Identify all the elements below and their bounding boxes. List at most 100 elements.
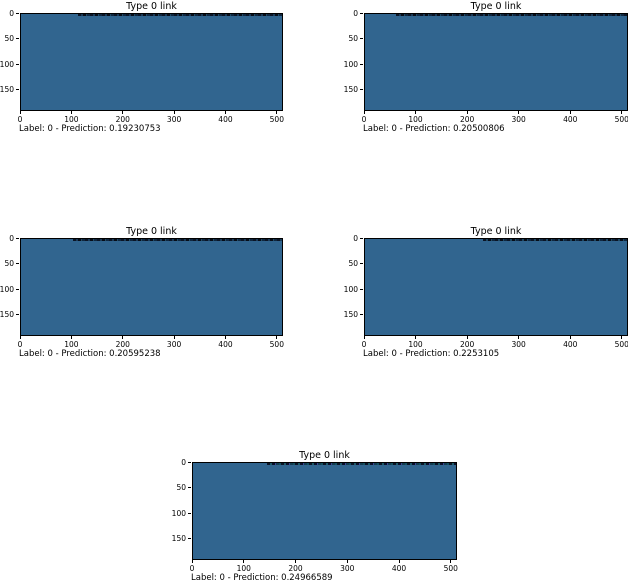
heatmap-top-noise-band xyxy=(482,239,627,241)
label-prediction-text: Label: 0 - Prediction: 0.24966589 xyxy=(191,573,333,583)
x-tick-mark xyxy=(363,111,365,114)
x-tick-mark xyxy=(224,111,226,114)
y-tick-mark xyxy=(360,263,363,265)
y-tick-label: 100 xyxy=(0,284,14,294)
y-tick-mark xyxy=(16,12,19,14)
x-tick-mark xyxy=(415,336,417,339)
x-tick-label: 200 xyxy=(459,114,475,124)
x-tick-mark xyxy=(569,111,571,114)
x-tick-mark xyxy=(70,336,72,339)
x-tick-mark xyxy=(415,111,417,114)
x-tick-label: 500 xyxy=(443,563,458,573)
y-tick-label: 100 xyxy=(343,284,358,294)
y-tick-mark xyxy=(16,263,19,265)
y-tick-label: 0 xyxy=(353,233,358,243)
x-tick-label: 400 xyxy=(563,114,578,124)
x-tick-label: 0 xyxy=(17,339,23,349)
y-tick-mark xyxy=(16,237,19,239)
y-tick-label: 150 xyxy=(343,310,358,320)
y-tick-mark xyxy=(360,237,363,239)
x-tick-label: 0 xyxy=(189,563,195,573)
x-tick-label: 500 xyxy=(269,114,284,124)
heatmap-top-noise-band xyxy=(266,463,456,465)
x-tick-mark xyxy=(295,560,297,563)
subplot-title: Type 0 link xyxy=(126,1,177,12)
x-tick-mark xyxy=(122,336,124,339)
x-tick-mark xyxy=(363,336,365,339)
x-tick-label: 400 xyxy=(218,339,233,349)
y-tick-label: 50 xyxy=(4,34,14,44)
x-tick-mark xyxy=(276,336,278,339)
x-tick-mark xyxy=(466,336,468,339)
y-tick-mark xyxy=(16,314,19,316)
x-tick-label: 500 xyxy=(614,339,628,349)
x-tick-label: 300 xyxy=(511,114,526,124)
subplot-title: Type 0 link xyxy=(470,1,522,12)
x-tick-label: 300 xyxy=(166,339,182,349)
y-tick-label: 50 xyxy=(4,259,14,269)
heatmap-image xyxy=(20,13,283,111)
x-tick-mark xyxy=(450,560,452,563)
y-tick-label: 150 xyxy=(343,85,358,95)
x-tick-mark xyxy=(19,111,21,114)
y-tick-label: 0 xyxy=(9,233,14,243)
subplot-title: Type 0 link xyxy=(470,226,522,237)
x-tick-mark xyxy=(398,560,400,563)
y-tick-mark xyxy=(360,89,363,91)
subplot-title: Type 0 link xyxy=(299,450,350,461)
y-tick-mark xyxy=(188,461,191,463)
y-tick-mark xyxy=(360,314,363,316)
heatmap-image xyxy=(364,238,628,336)
heatmap-top-noise-band xyxy=(78,14,282,16)
y-tick-label: 50 xyxy=(348,34,358,44)
x-tick-label: 300 xyxy=(166,114,182,124)
x-tick-mark xyxy=(191,560,193,563)
heatmap-image xyxy=(192,462,457,560)
x-tick-label: 100 xyxy=(64,114,79,124)
heatmap-image xyxy=(20,238,283,336)
y-tick-label: 0 xyxy=(181,457,186,467)
subplot-title: Type 0 link xyxy=(126,226,177,237)
x-tick-label: 300 xyxy=(340,563,355,573)
x-tick-mark xyxy=(224,336,226,339)
label-prediction-text: Label: 0 - Prediction: 0.2253105 xyxy=(363,349,500,359)
x-tick-mark xyxy=(173,111,175,114)
x-tick-label: 0 xyxy=(17,114,23,124)
y-tick-label: 100 xyxy=(343,59,358,69)
x-tick-mark xyxy=(276,111,278,114)
y-tick-label: 100 xyxy=(0,59,14,69)
x-tick-label: 100 xyxy=(408,339,423,349)
x-tick-label: 0 xyxy=(361,339,367,349)
y-tick-mark xyxy=(16,63,19,65)
x-tick-label: 200 xyxy=(115,114,130,124)
x-tick-label: 300 xyxy=(511,339,526,349)
x-tick-label: 0 xyxy=(361,114,367,124)
y-tick-mark xyxy=(360,12,363,14)
x-tick-label: 100 xyxy=(64,339,79,349)
x-tick-mark xyxy=(243,560,245,563)
x-tick-label: 400 xyxy=(563,339,578,349)
x-tick-mark xyxy=(518,336,520,339)
heatmap-top-noise-band xyxy=(396,14,627,16)
x-tick-label: 200 xyxy=(459,339,475,349)
x-tick-mark xyxy=(70,111,72,114)
y-tick-mark xyxy=(188,538,191,540)
y-tick-label: 150 xyxy=(0,85,14,95)
y-tick-mark xyxy=(16,288,19,290)
x-tick-label: 500 xyxy=(614,114,628,124)
y-tick-mark xyxy=(360,63,363,65)
y-tick-mark xyxy=(16,89,19,91)
x-tick-label: 100 xyxy=(236,563,251,573)
x-tick-label: 500 xyxy=(269,339,284,349)
label-prediction-text: Label: 0 - Prediction: 0.19230753 xyxy=(19,124,161,134)
x-tick-mark xyxy=(466,111,468,114)
y-tick-label: 0 xyxy=(353,8,358,18)
x-tick-label: 200 xyxy=(115,339,130,349)
y-tick-mark xyxy=(188,512,191,514)
